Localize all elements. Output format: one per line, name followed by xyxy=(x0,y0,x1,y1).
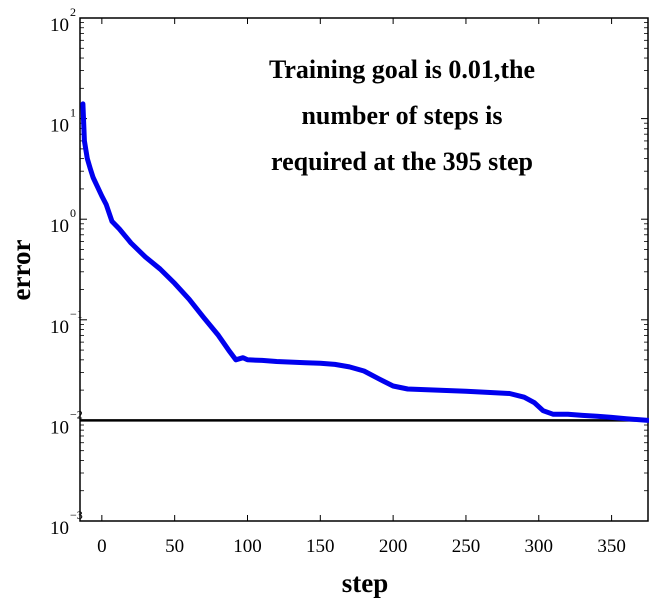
series-layer xyxy=(80,101,649,423)
axis-ticks: 0 50 100 150 200 250 300 35010−310−210−11001011… xyxy=(50,5,648,557)
y-tick-label-exponent: −3 xyxy=(70,508,83,522)
y-axis-title: error xyxy=(6,240,36,301)
y-tick-label-base: 10 xyxy=(50,317,69,338)
x-tick-label: 300 xyxy=(525,536,554,557)
plot-frame xyxy=(79,17,649,522)
x-tick-label: 100 xyxy=(233,536,262,557)
error-curve xyxy=(80,101,649,423)
y-tick-label-exponent: −1 xyxy=(70,307,83,321)
y-tick-label-exponent: 2 xyxy=(70,5,76,19)
annotation-line-1: Training goal is 0.01,the xyxy=(269,55,535,84)
y-tick-label-exponent: 1 xyxy=(70,106,76,120)
x-axis-title: step xyxy=(342,568,389,598)
x-tick-label: 0 xyxy=(97,536,107,557)
y-tick-label-base: 10 xyxy=(50,518,69,539)
annotation: Training goal is 0.01,the number of step… xyxy=(269,55,535,176)
x-tick-label: 350 xyxy=(597,536,626,557)
annotation-line-2: number of steps is xyxy=(301,101,502,130)
y-tick-label-base: 10 xyxy=(50,417,69,438)
x-tick-label: 150 xyxy=(306,536,335,557)
y-tick-label-base: 10 xyxy=(50,216,69,237)
y-tick-label-base: 10 xyxy=(50,116,69,137)
y-tick-label-exponent: −2 xyxy=(70,407,83,421)
x-tick-label: 200 xyxy=(379,536,408,557)
y-tick-label-base: 10 xyxy=(50,15,69,36)
x-tick-label: 50 xyxy=(165,536,184,557)
y-tick-label-exponent: 0 xyxy=(70,206,76,220)
x-tick-label: 250 xyxy=(452,536,481,557)
annotation-line-3: required at the 395 step xyxy=(271,147,533,176)
